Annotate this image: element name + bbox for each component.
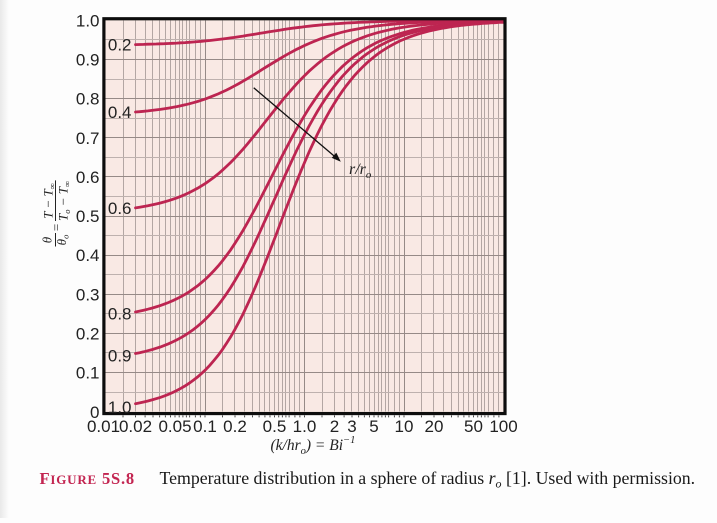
svg-text:0.6: 0.6 xyxy=(76,168,100,187)
svg-text:0.2: 0.2 xyxy=(76,325,100,344)
svg-text:0.9: 0.9 xyxy=(76,51,100,70)
svg-text:0.5: 0.5 xyxy=(263,417,287,436)
svg-text:0.01: 0.01 xyxy=(87,417,120,436)
svg-text:50: 50 xyxy=(464,417,483,436)
svg-text:3: 3 xyxy=(347,417,356,436)
svg-text:0.6: 0.6 xyxy=(108,199,132,218)
svg-text:10: 10 xyxy=(395,417,414,436)
svg-text:(k/hro) = Bi−1: (k/hro) = Bi−1 xyxy=(271,435,356,457)
svg-text:0.8: 0.8 xyxy=(108,305,132,324)
svg-text:0.1: 0.1 xyxy=(193,417,217,436)
svg-text:1.0: 1.0 xyxy=(108,398,132,417)
svg-text:Temperature distribution in a: Temperature distribution in a sphere of … xyxy=(160,468,696,491)
svg-text:θo: θo xyxy=(54,235,71,246)
svg-text:0.4: 0.4 xyxy=(108,103,132,122)
svg-text:2: 2 xyxy=(330,417,339,436)
svg-text:=: = xyxy=(49,224,64,231)
svg-text:1.0: 1.0 xyxy=(293,417,317,436)
svg-text:To − T∞: To − T∞ xyxy=(56,181,73,221)
svg-text:FIGURE 5S.8: FIGURE 5S.8 xyxy=(40,469,135,488)
svg-text:0.7: 0.7 xyxy=(76,129,100,148)
svg-text:0.05: 0.05 xyxy=(158,417,191,436)
svg-text:0.02: 0.02 xyxy=(119,417,152,436)
svg-text:20: 20 xyxy=(425,417,444,436)
svg-text:0.1: 0.1 xyxy=(76,364,100,383)
svg-text:0.3: 0.3 xyxy=(76,285,100,304)
svg-text:θ: θ xyxy=(40,236,55,243)
svg-text:0.8: 0.8 xyxy=(76,90,100,109)
svg-text:0.2: 0.2 xyxy=(223,417,247,436)
svg-text:T − T∞: T − T∞ xyxy=(41,183,58,219)
svg-text:0.9: 0.9 xyxy=(108,347,132,366)
svg-text:0.4: 0.4 xyxy=(76,246,100,265)
svg-text:0: 0 xyxy=(90,403,99,422)
svg-text:1.0: 1.0 xyxy=(76,11,100,30)
svg-text:5: 5 xyxy=(369,417,378,436)
svg-text:0.2: 0.2 xyxy=(108,36,132,55)
svg-text:0.5: 0.5 xyxy=(76,207,100,226)
svg-text:100: 100 xyxy=(489,417,517,436)
